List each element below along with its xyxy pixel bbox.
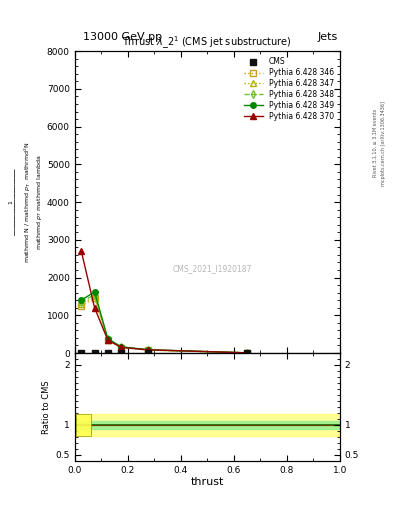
Pythia 6.428 370 [119, 344, 123, 350]
Pythia 6.428 347 [119, 344, 123, 350]
Y-axis label: 1
──────────────────
mathrmd N / mathrmd $p_T$  mathrmd$^2$N
mathrmd $p_T$ mathr: 1 ────────────────── mathrmd N / mathrmd… [8, 141, 44, 263]
Pythia 6.428 346 [105, 337, 110, 343]
Pythia 6.428 370 [105, 337, 110, 343]
Title: Thrust $\lambda\_2^1$ (CMS jet substructure): Thrust $\lambda\_2^1$ (CMS jet substruct… [122, 35, 292, 51]
Line: Pythia 6.428 370: Pythia 6.428 370 [79, 248, 250, 356]
Pythia 6.428 348 [245, 350, 250, 356]
CMS [145, 350, 150, 356]
Pythia 6.428 346 [119, 345, 123, 351]
Pythia 6.428 349 [245, 350, 250, 356]
Pythia 6.428 347 [105, 336, 110, 343]
Pythia 6.428 349 [105, 335, 110, 342]
CMS [105, 350, 110, 356]
Pythia 6.428 370 [79, 248, 84, 254]
Bar [75, 414, 340, 436]
Pythia 6.428 347 [245, 350, 250, 356]
Text: 13000 GeV pp: 13000 GeV pp [83, 32, 162, 42]
Pythia 6.428 349 [79, 297, 84, 303]
Pythia 6.428 348 [92, 291, 97, 297]
Pythia 6.428 347 [79, 301, 84, 307]
Pythia 6.428 347 [145, 347, 150, 353]
Line: Pythia 6.428 348: Pythia 6.428 348 [79, 292, 250, 356]
CMS [245, 350, 250, 356]
Bar [75, 421, 340, 429]
Pythia 6.428 348 [145, 347, 150, 353]
Pythia 6.428 346 [245, 350, 250, 356]
Pythia 6.428 346 [79, 303, 84, 309]
Text: mcplots.cern.ch [arXiv:1306.3436]: mcplots.cern.ch [arXiv:1306.3436] [381, 101, 386, 186]
CMS [79, 350, 84, 356]
Pythia 6.428 346 [145, 347, 150, 353]
Text: CMS_2021_I1920187: CMS_2021_I1920187 [173, 264, 252, 273]
Pythia 6.428 348 [79, 299, 84, 305]
Pythia 6.428 348 [105, 336, 110, 343]
X-axis label: thrust: thrust [191, 477, 224, 487]
CMS [92, 350, 97, 356]
Text: Rivet 3.1.10, ≥ 3.1M events: Rivet 3.1.10, ≥ 3.1M events [373, 109, 378, 178]
Pythia 6.428 347 [92, 293, 97, 300]
CMS [119, 350, 123, 356]
Line: Pythia 6.428 347: Pythia 6.428 347 [79, 294, 250, 356]
Legend: CMS, Pythia 6.428 346, Pythia 6.428 347, Pythia 6.428 348, Pythia 6.428 349, Pyt: CMS, Pythia 6.428 346, Pythia 6.428 347,… [241, 55, 336, 123]
Line: Pythia 6.428 349: Pythia 6.428 349 [79, 289, 250, 356]
Pythia 6.428 348 [119, 344, 123, 350]
Pythia 6.428 370 [92, 305, 97, 311]
Bar [76, 414, 90, 436]
Line: Pythia 6.428 346: Pythia 6.428 346 [79, 295, 250, 356]
Pythia 6.428 370 [245, 350, 250, 356]
Line: CMS: CMS [79, 350, 250, 356]
Y-axis label: Ratio to CMS: Ratio to CMS [42, 380, 51, 434]
Pythia 6.428 346 [92, 295, 97, 302]
Text: Jets: Jets [318, 32, 338, 42]
Pythia 6.428 349 [119, 344, 123, 350]
Pythia 6.428 349 [145, 347, 150, 353]
Pythia 6.428 370 [145, 347, 150, 353]
Pythia 6.428 349 [92, 289, 97, 295]
